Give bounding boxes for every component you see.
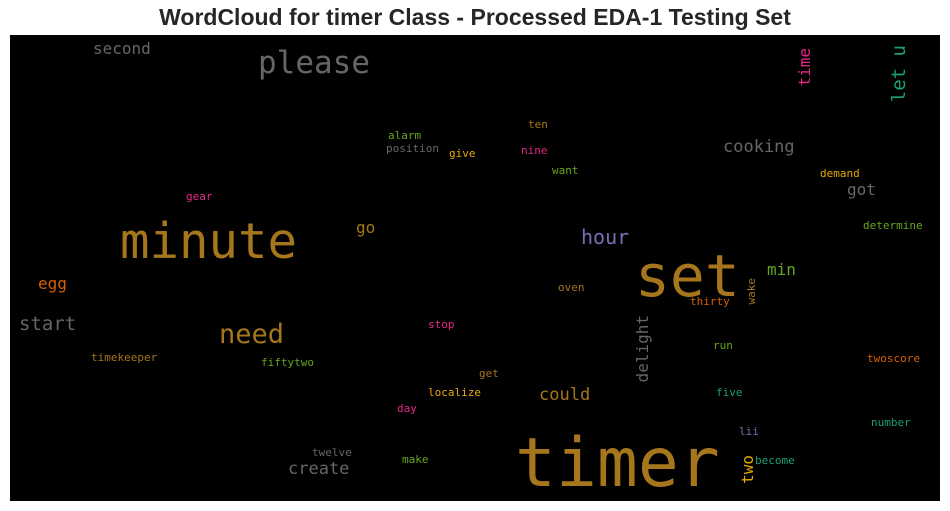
word-lii: lii xyxy=(739,425,759,438)
word-cooking: cooking xyxy=(723,137,795,157)
word-egg: egg xyxy=(38,274,67,293)
word-twoscore: twoscore xyxy=(867,352,920,365)
word-gear: gear xyxy=(186,190,213,203)
chart-title: WordCloud for timer Class - Processed ED… xyxy=(159,4,791,30)
word-five: five xyxy=(716,386,743,399)
word-nine: nine xyxy=(521,144,548,157)
word-minute: minute xyxy=(120,213,298,270)
word-fiftytwo: fiftytwo xyxy=(261,356,314,369)
word-twelve: twelve xyxy=(312,446,352,459)
word-got: got xyxy=(847,180,876,199)
word-go: go xyxy=(356,218,376,237)
word-please: please xyxy=(258,45,370,81)
word-let-u: let u xyxy=(888,45,910,103)
word-wake: wake xyxy=(745,278,758,305)
word-timekeeper: timekeeper xyxy=(91,351,158,364)
word-make: make xyxy=(402,453,429,466)
word-start: start xyxy=(19,313,77,335)
word-stop: stop xyxy=(428,318,455,331)
word-determine: determine xyxy=(863,219,923,232)
word-min: min xyxy=(767,260,796,279)
word-run: run xyxy=(713,339,733,352)
word-timer: timer xyxy=(515,424,720,501)
word-hour: hour xyxy=(581,225,630,249)
word-time: time xyxy=(795,48,814,87)
wordcloud-canvas: timer set minute please need hour start cooking… xyxy=(10,35,940,501)
word-alarm: alarm xyxy=(388,129,422,142)
word-could: could xyxy=(539,385,591,405)
word-demand: demand xyxy=(820,167,860,180)
word-need: need xyxy=(219,319,285,350)
word-oven: oven xyxy=(558,281,585,294)
word-day: day xyxy=(397,402,417,415)
word-get: get xyxy=(479,367,499,380)
word-position: position xyxy=(386,142,439,155)
word-delight: delight xyxy=(633,315,652,383)
word-second: second xyxy=(93,39,151,58)
word-thirty: thirty xyxy=(690,295,730,308)
word-set: set xyxy=(635,242,740,310)
word-localize: localize xyxy=(428,386,481,399)
word-number: number xyxy=(871,416,911,429)
word-give: give xyxy=(449,147,476,160)
word-two: two xyxy=(738,455,757,484)
word-create: create xyxy=(288,459,350,479)
word-ten: ten xyxy=(528,118,548,131)
word-want: want xyxy=(552,164,579,177)
word-become: become xyxy=(755,454,795,467)
